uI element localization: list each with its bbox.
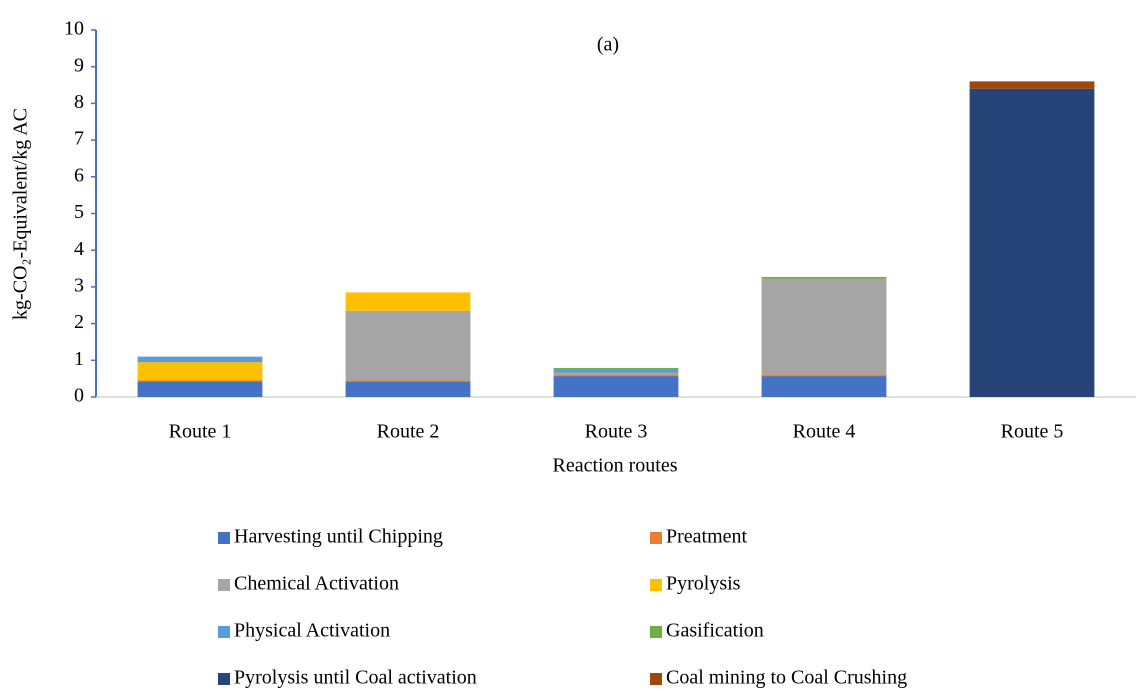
legend-swatch (650, 673, 662, 685)
bar-segment (345, 381, 471, 397)
bar-segment (553, 372, 679, 375)
x-tick-label: Route 4 (793, 421, 856, 443)
y-tick-label: 7 (74, 128, 84, 150)
y-tick-label: 6 (74, 164, 84, 186)
bar-segment (345, 292, 471, 311)
x-tick-label: Route 3 (585, 421, 648, 443)
bar-segment (761, 278, 887, 375)
bar-segment (137, 381, 263, 397)
bar-segment (553, 374, 679, 377)
legend-swatch (218, 579, 230, 591)
y-tick-label: 2 (74, 311, 84, 333)
y-axis-label: kg-CO₂-Equivalent/kg AC (10, 108, 32, 320)
bar-segment (761, 276, 887, 279)
y-tick-label: 10 (64, 18, 84, 40)
x-tick-label: Route 5 (1001, 421, 1064, 443)
bar-segment (969, 88, 1095, 397)
legend-label: Chemical Activation (234, 573, 399, 595)
legend-label: Coal mining to Coal Crushing (666, 667, 907, 689)
legend-label: Preatment (666, 526, 748, 548)
legend-label: Pyrolysis (666, 573, 741, 595)
legend-swatch (218, 626, 230, 638)
legend-label: Pyrolysis until Coal activation (234, 667, 477, 689)
legend-label: Harvesting until Chipping (234, 526, 443, 548)
x-tick-label: Route 2 (377, 421, 440, 443)
bar-segment (345, 380, 471, 382)
x-axis-label: Reaction routes (553, 455, 678, 477)
bar-segment (969, 81, 1095, 89)
y-tick-label: 1 (74, 348, 84, 370)
bar-segment (137, 362, 263, 381)
legend-swatch (650, 579, 662, 591)
bar-segment (761, 376, 887, 397)
y-tick-label: 5 (74, 201, 84, 223)
bar-segment (761, 374, 887, 377)
chart-title: (a) (597, 34, 619, 56)
legend-swatch (218, 532, 230, 544)
bar-segment (345, 310, 471, 381)
bar-segment (137, 356, 263, 363)
legend-swatch (650, 532, 662, 544)
y-tick-label: 3 (74, 274, 84, 296)
legend-swatch (650, 626, 662, 638)
legend-label: Gasification (666, 620, 764, 642)
bar-segment (137, 380, 263, 382)
bar-segment (553, 376, 679, 397)
x-tick-label: Route 1 (169, 421, 232, 443)
y-tick-label: 0 (74, 385, 84, 407)
y-tick-label: 9 (74, 54, 84, 76)
y-tick-label: 4 (74, 238, 84, 260)
bar-segment (553, 368, 679, 370)
legend-swatch (218, 673, 230, 685)
legend-label: Physical Activation (234, 620, 390, 642)
bar-segment (553, 369, 679, 373)
y-tick-label: 8 (74, 91, 84, 113)
